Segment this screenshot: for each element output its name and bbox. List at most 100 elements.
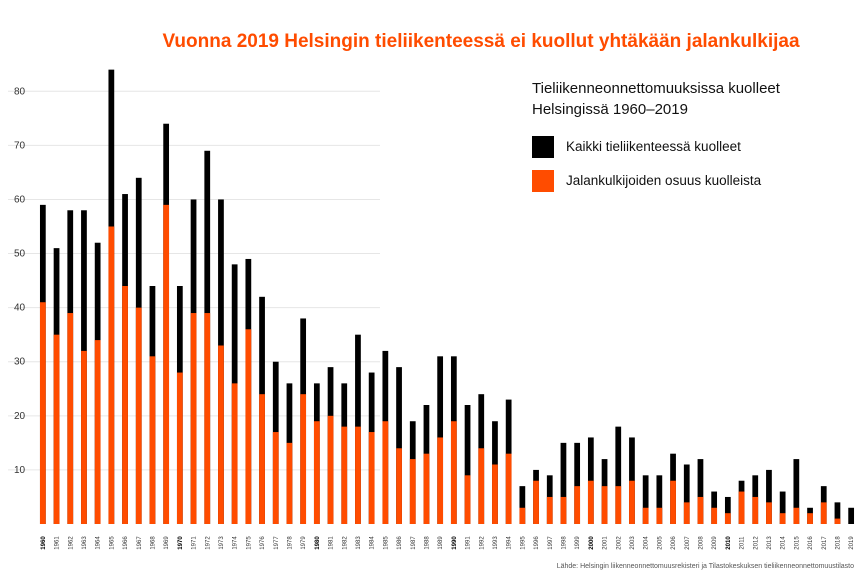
x-tick-label-2011: 2011 (740, 536, 746, 550)
x-tick-label-2018: 2018 (835, 536, 841, 550)
bar-total-2009 (711, 491, 718, 524)
bar-pedestrians-1968 (149, 356, 156, 524)
x-tick-label-2015: 2015 (794, 536, 800, 550)
x-tick-label-1988: 1988 (424, 536, 430, 550)
x-tick-label-1965: 1965 (109, 536, 115, 550)
x-tick-label-1984: 1984 (370, 536, 376, 550)
legend-label-pedestrians: Jalankulkijoiden osuus kuolleista (566, 173, 762, 188)
bar-pedestrians-1962 (67, 313, 74, 524)
x-tick-label-1989: 1989 (438, 536, 444, 550)
legend-label-total: Kaikki tieliikenteessä kuolleet (566, 139, 741, 154)
x-tick-label-2002: 2002 (616, 536, 622, 550)
bar-pedestrians-1974 (231, 383, 238, 524)
y-tick-label: 70 (14, 140, 26, 151)
bar-total-2008 (697, 459, 704, 524)
bar-pedestrians-1969 (163, 204, 170, 524)
bar-pedestrians-2008 (697, 496, 704, 524)
bar-pedestrians-1990 (450, 421, 457, 524)
bar-pedestrians-1961 (53, 334, 60, 524)
x-tick-label-1968: 1968 (150, 536, 156, 550)
bar-pedestrians-1997 (546, 496, 553, 524)
bar-pedestrians-1966 (122, 286, 128, 524)
bar-pedestrians-1965 (108, 226, 115, 524)
bar-pedestrians-1960 (39, 302, 46, 524)
x-tick-label-1964: 1964 (96, 536, 102, 550)
bar-total-2004 (642, 475, 649, 524)
bar-total-2014 (779, 491, 786, 524)
x-tick-label-1969: 1969 (164, 536, 170, 550)
x-tick-label-1997: 1997 (548, 536, 554, 550)
bar-pedestrians-1992 (478, 448, 485, 524)
legend-title-line1: Tieliikenneonnettomuuksissa kuolleet (532, 80, 781, 97)
x-tick-label-2006: 2006 (671, 536, 677, 550)
bar-pedestrians-2010 (724, 513, 731, 524)
bar-pedestrians-2014 (779, 513, 786, 524)
bar-pedestrians-1993 (492, 464, 498, 524)
y-tick-label: 50 (14, 249, 26, 260)
bar-pedestrians-2017 (820, 502, 827, 524)
x-tick-label-2005: 2005 (657, 536, 663, 550)
x-tick-label-1967: 1967 (137, 536, 143, 550)
bar-pedestrians-1981 (327, 415, 334, 524)
x-tick-label-1976: 1976 (260, 536, 266, 550)
legend: Tieliikenneonnettomuuksissa kuolleet Hel… (532, 80, 781, 192)
y-tick-label: 80 (14, 86, 26, 97)
x-tick-label-1974: 1974 (233, 536, 239, 550)
x-tick-label-1977: 1977 (274, 536, 280, 550)
x-tick-label-1992: 1992 (479, 536, 485, 550)
bar-total-2013 (766, 469, 772, 524)
bar-pedestrians-2015 (793, 507, 800, 524)
y-tick-label: 20 (14, 411, 26, 422)
bar-pedestrians-1971 (190, 313, 197, 524)
bar-total-1999 (574, 442, 581, 524)
bar-pedestrians-1967 (135, 307, 142, 524)
x-tick-label-1990: 1990 (452, 536, 458, 550)
bar-pedestrians-1994 (505, 453, 512, 524)
bar-pedestrians-1972 (204, 313, 211, 524)
x-tick-label-1975: 1975 (246, 536, 252, 550)
bar-pedestrians-2018 (834, 518, 841, 524)
bar-pedestrians-2007 (683, 502, 690, 524)
x-tick-label-1983: 1983 (356, 536, 362, 550)
x-tick-label-1996: 1996 (534, 536, 540, 550)
bar-pedestrians-1984 (368, 432, 375, 524)
x-tick-label-2013: 2013 (767, 536, 773, 550)
bar-pedestrians-2016 (807, 513, 813, 524)
bar-total-1995 (519, 486, 526, 524)
bar-pedestrians-1989 (437, 437, 444, 524)
x-tick-label-1961: 1961 (55, 536, 61, 550)
x-tick-label-1994: 1994 (507, 536, 513, 550)
bar-pedestrians-1982 (341, 426, 348, 524)
bar-pedestrians-1991 (464, 475, 471, 524)
bar-pedestrians-2001 (601, 486, 608, 524)
bar-pedestrians-1996 (533, 480, 539, 524)
bar-pedestrians-2000 (587, 480, 594, 524)
x-tick-label-2014: 2014 (781, 536, 787, 550)
bar-total-2007 (683, 464, 690, 524)
bar-pedestrians-1975 (245, 329, 252, 524)
x-tick-label-2000: 2000 (589, 536, 595, 550)
bar-pedestrians-2004 (642, 507, 649, 524)
y-axis-ticks: 10 20 30 40 50 60 70 80 (14, 86, 26, 476)
bar-pedestrians-1988 (423, 453, 430, 524)
bar-pedestrians-1995 (519, 507, 526, 524)
y-tick-label: 10 (14, 465, 26, 476)
bar-total-1991 (464, 405, 471, 524)
bar-pedestrians-1998 (560, 496, 567, 524)
x-axis-ticks: 1960 1961 1962 1963 1964 1965 1966 1967 1968 1969… (41, 536, 855, 550)
bar-total-2002 (615, 426, 622, 524)
x-tick-label-1979: 1979 (301, 536, 307, 550)
legend-swatch-pedestrians (532, 170, 554, 192)
chart-title: Vuonna 2019 Helsingin tieliikenteessä ei… (162, 31, 800, 52)
bar-total-1986 (396, 367, 402, 524)
bar-pedestrians-1970 (176, 372, 183, 524)
x-tick-label-1986: 1986 (397, 536, 403, 550)
bar-pedestrians-2005 (656, 507, 663, 524)
bar-total-2018 (834, 502, 841, 524)
x-tick-label-1960: 1960 (41, 536, 47, 550)
x-tick-label-1998: 1998 (561, 536, 567, 550)
x-tick-label-2010: 2010 (726, 536, 732, 550)
bar-pedestrians-1987 (409, 459, 416, 524)
bar-pedestrians-1985 (382, 421, 389, 524)
legend-title-line2: Helsingissä 1960–2019 (532, 101, 688, 118)
